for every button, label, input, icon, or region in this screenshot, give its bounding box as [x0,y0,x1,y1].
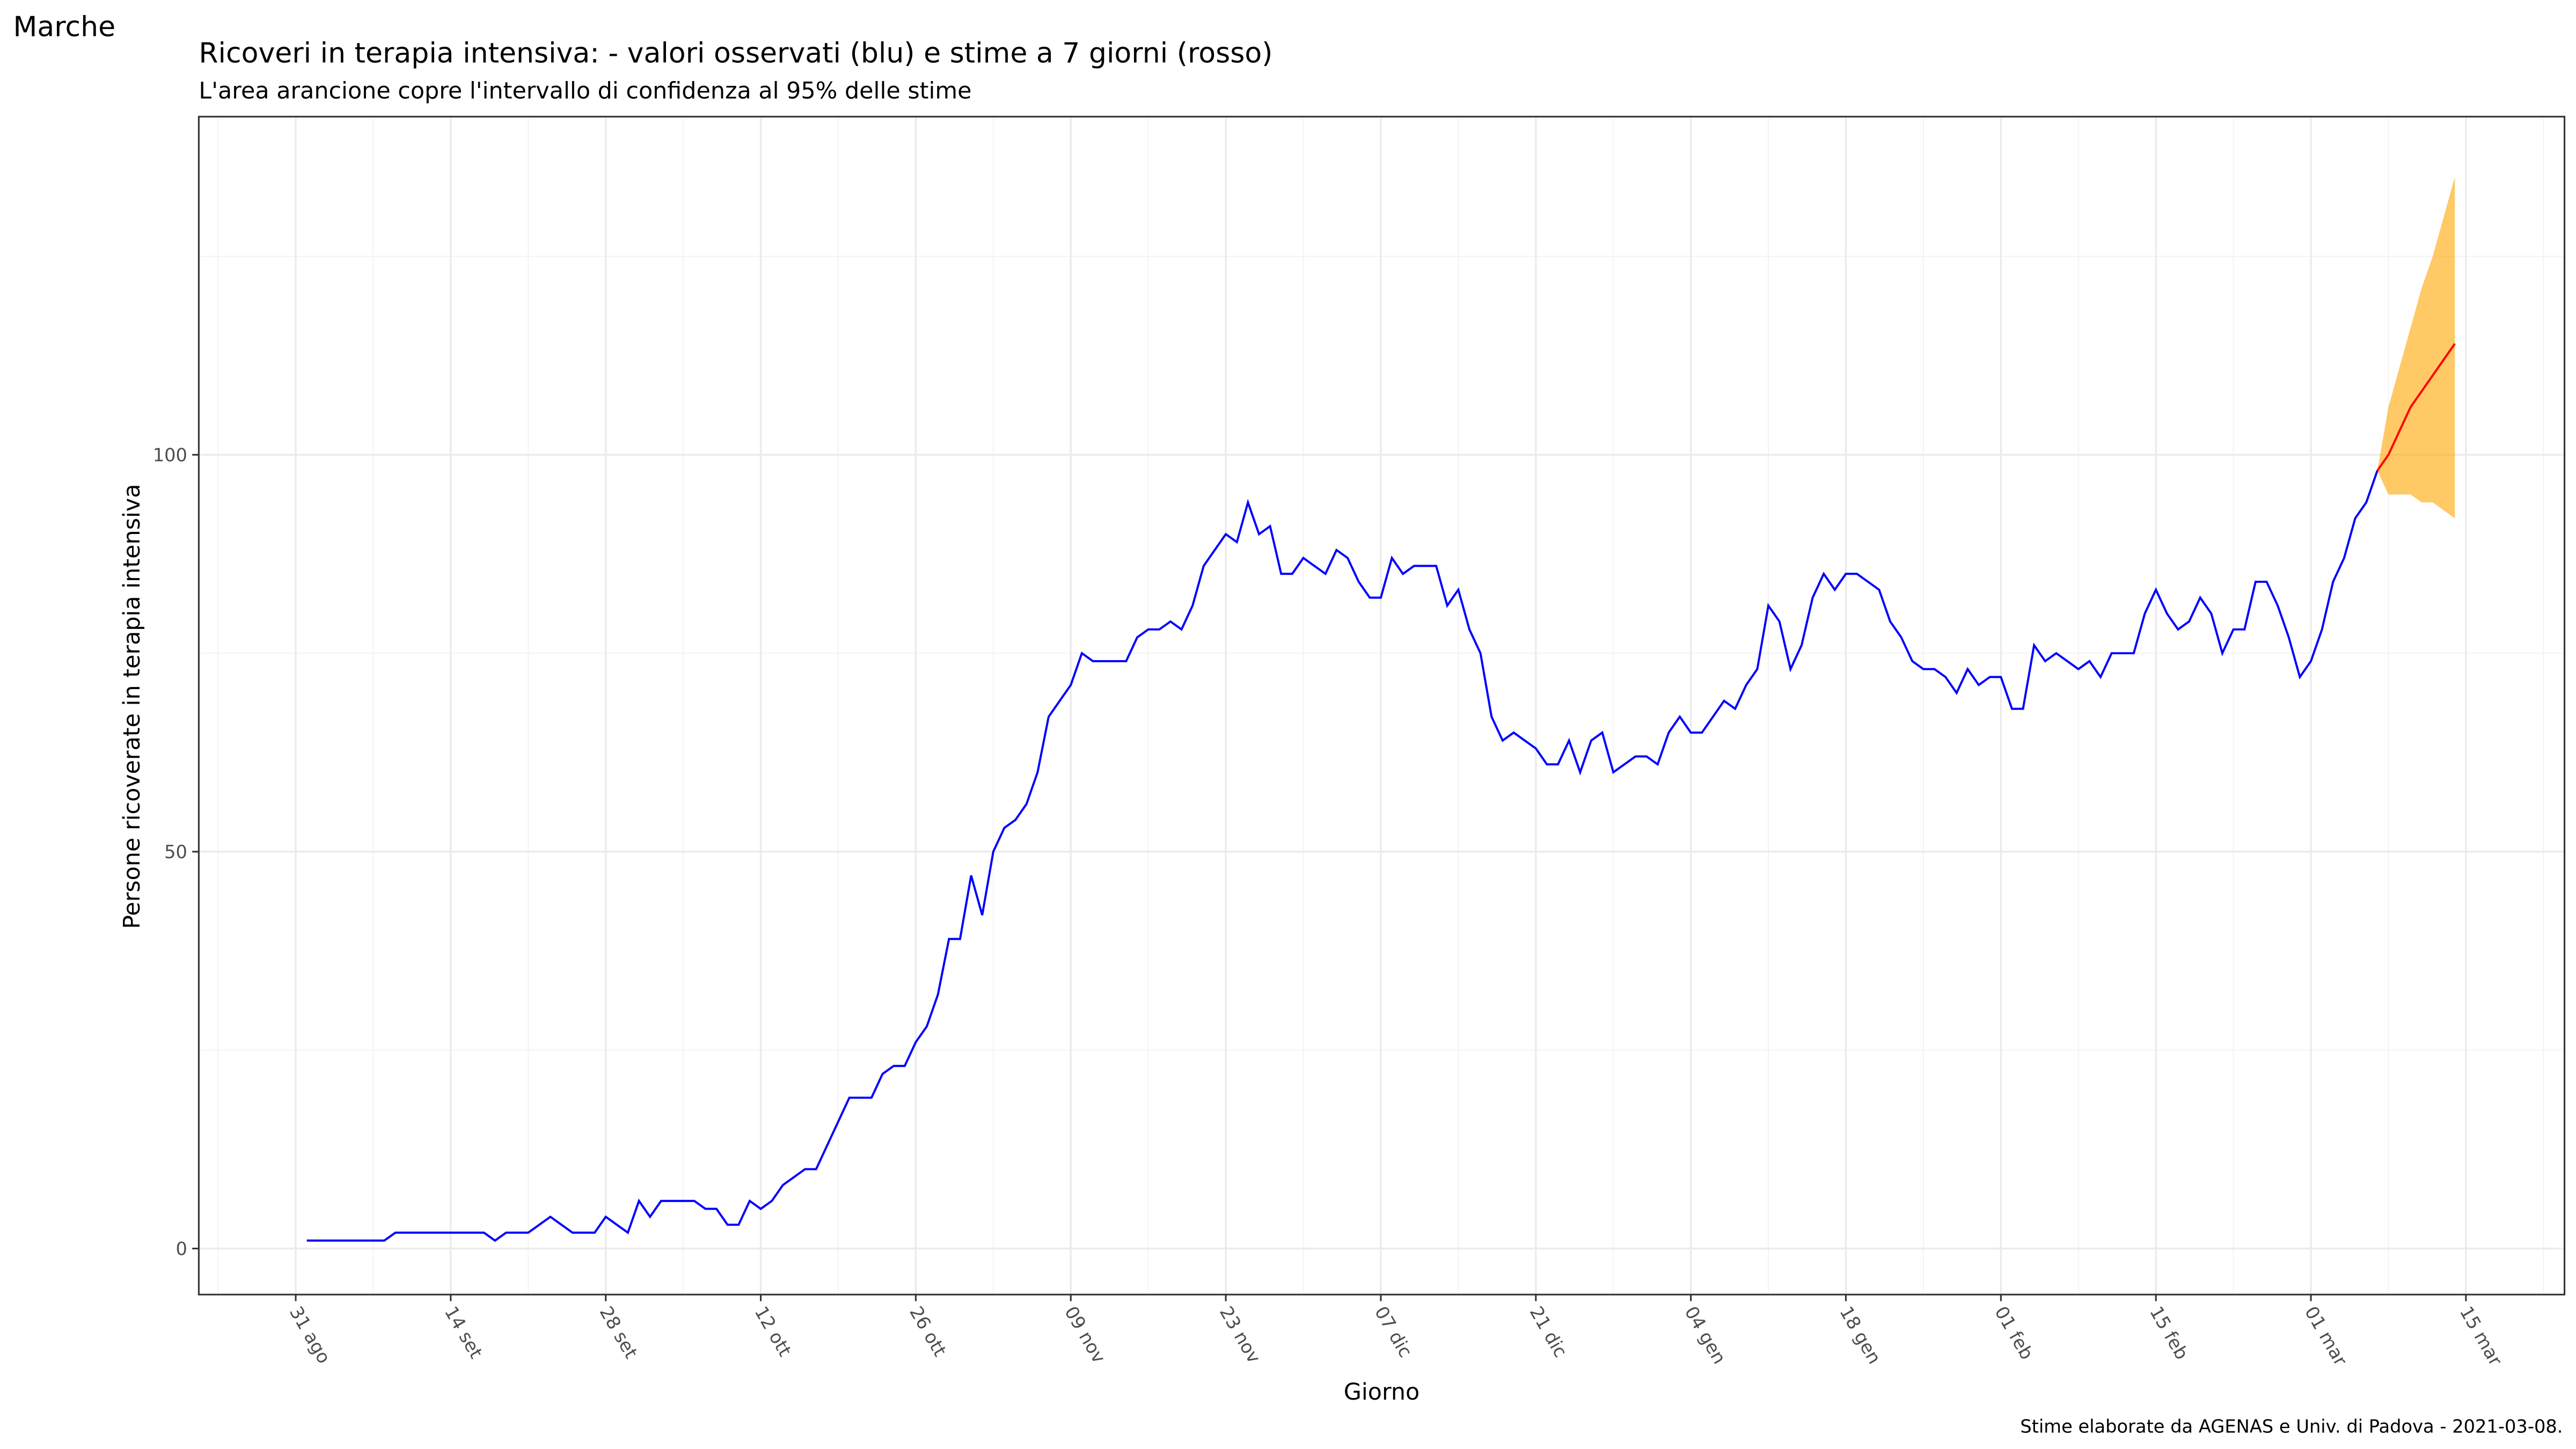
series-line [306,470,2379,1242]
confidence-band [2377,177,2455,518]
y-axis-label: Persone ricoverate in terapia intensiva [119,484,145,929]
grid [199,116,2565,1295]
chart-subtitle: L'area arancione copre l'intervallo di c… [199,78,971,105]
series-line [2376,343,2456,472]
chart-title: Ricoveri in terapia intensiva: - valori … [199,37,1272,69]
corner-label: Marche [13,11,115,43]
y-tick-label: 0 [176,1239,187,1260]
y-tick-label: 100 [153,445,187,466]
caption: Stime elaborate da AGENAS e Univ. di Pad… [2020,1416,2563,1437]
x-axis-label: Giorno [1344,1379,1420,1406]
y-tick-label: 50 [164,841,187,862]
marks [306,177,2456,1242]
